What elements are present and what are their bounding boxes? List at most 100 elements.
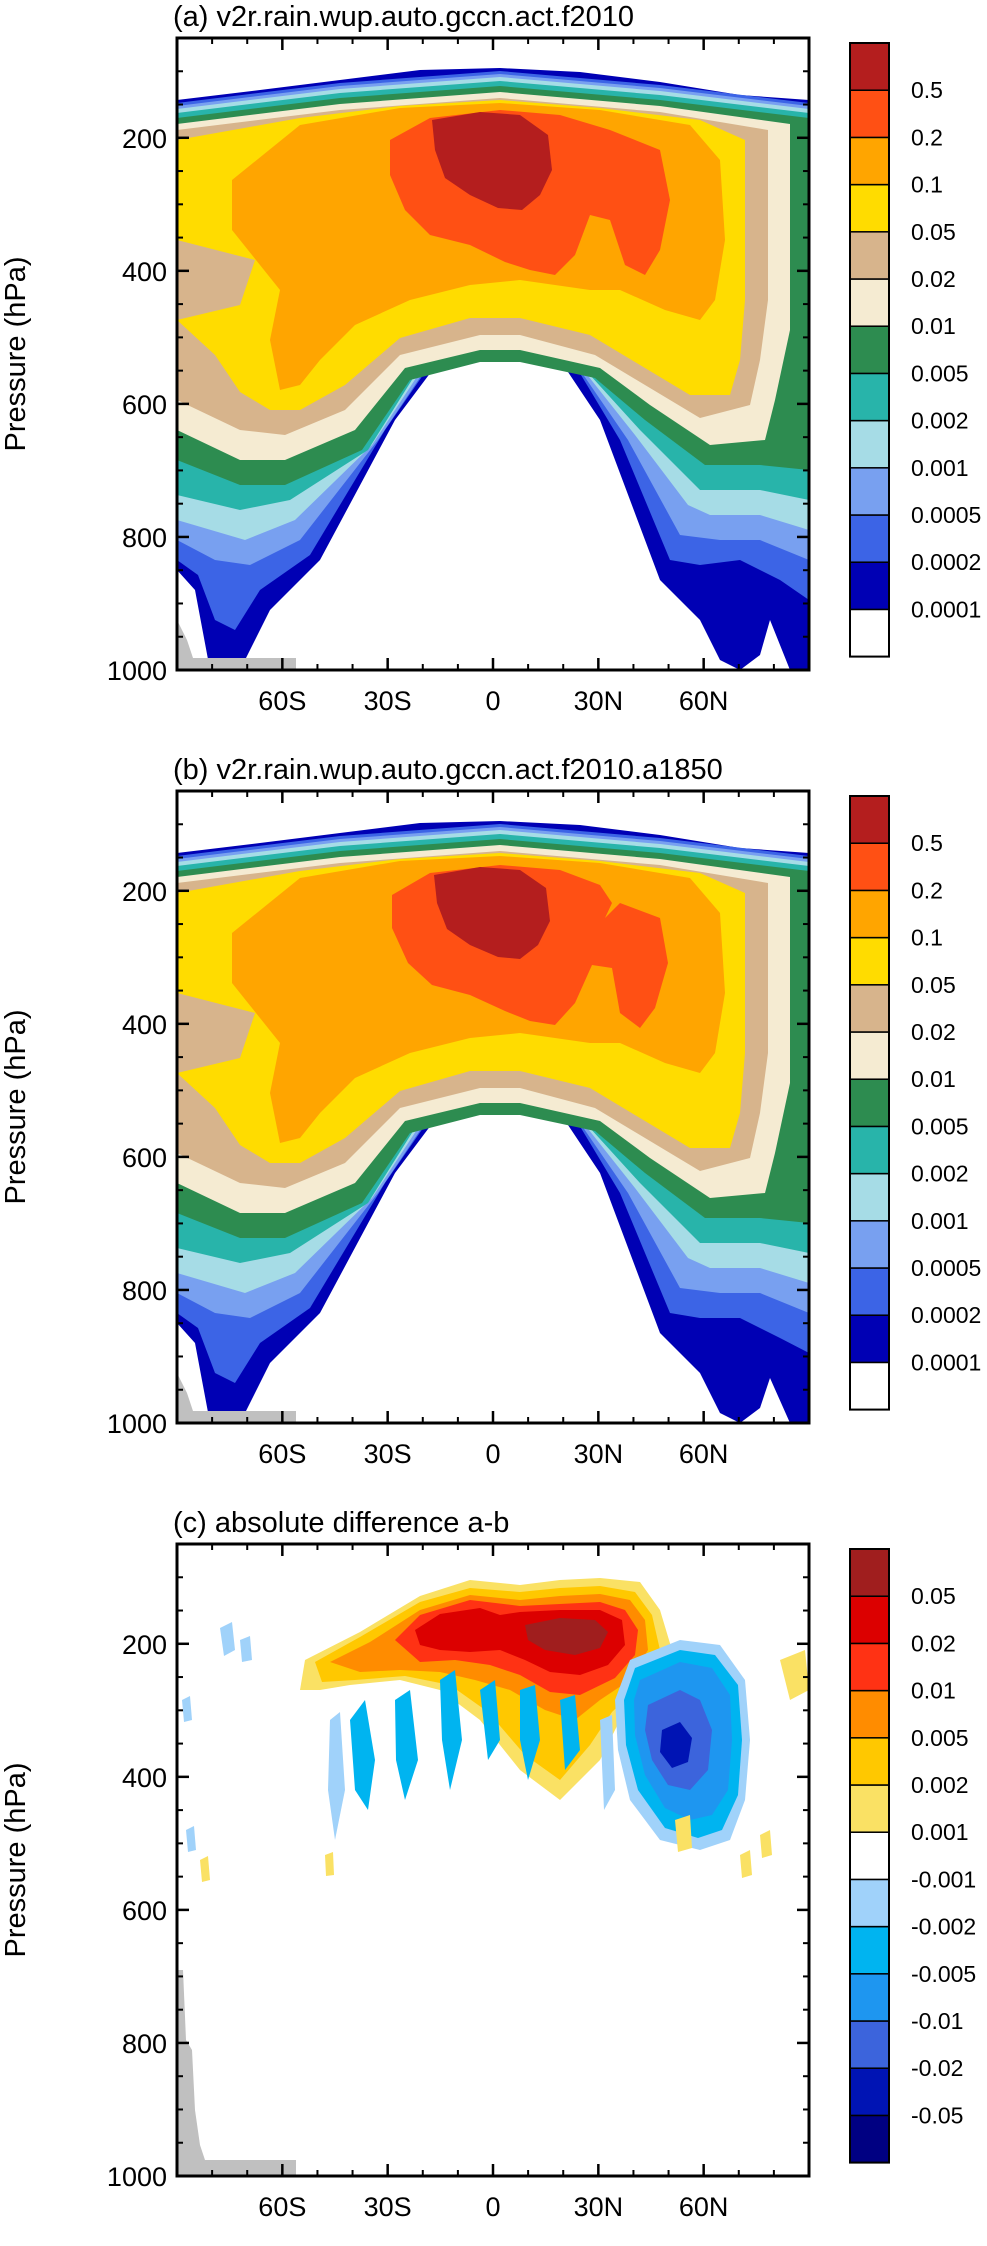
colorbar-label: 0.2: [911, 124, 943, 150]
x-tick-label: 60N: [679, 686, 729, 716]
colorbar-label: 0.5: [911, 830, 943, 856]
x-tick-label: 60N: [679, 2192, 729, 2222]
colorbar-box: [849, 1737, 890, 1786]
panel-b-missing: [177, 1373, 296, 1423]
panel-b-title: (b) v2r.rain.wup.auto.gccn.act.f2010.a18…: [173, 754, 723, 786]
panel-a-colorbar: 0.5 0.2 0.1 0.05 0.02 0.01 0.005 0.002 0.001 0.00…: [849, 42, 981, 658]
colorbar-label: 0.0002: [911, 549, 981, 575]
colorbar-box: [849, 984, 890, 1033]
colorbar-box: [849, 1125, 890, 1175]
panel-a-title: (a) v2r.rain.wup.auto.gccn.act.f2010: [173, 1, 634, 33]
panel-c-field: [177, 1544, 809, 2176]
panel-a-axes: 200 400 600 800 1000 60S 30S 0 30N 60N: [107, 38, 809, 716]
colorbar-label: 0.01: [911, 1678, 956, 1704]
colorbar-label: 0.05: [911, 972, 956, 998]
colorbar-box: [849, 372, 890, 422]
colorbar-label: 0.005: [911, 360, 969, 386]
colorbar-label: 0.02: [911, 266, 956, 292]
x-tick-label: 60S: [258, 2192, 306, 2222]
x-tick-label: 30N: [574, 686, 624, 716]
colorbar-label: 0.05: [911, 219, 956, 245]
y-tick-label: 1000: [107, 656, 167, 686]
panel-b-ylabel: Pressure (hPa): [0, 1009, 32, 1204]
colorbar-label: -0.005: [911, 1961, 976, 1987]
colorbar-label: 0.05: [911, 1583, 956, 1609]
panel-a-level-5e-1: [432, 112, 552, 210]
panel-b-level-5e-1: [434, 867, 550, 959]
colorbar-box: [849, 89, 890, 139]
colorbar-box: [849, 608, 890, 658]
y-tick-label: 200: [122, 124, 167, 154]
colorbar-label: 0.01: [911, 313, 956, 339]
panel-c-yellow-specks: [200, 1650, 809, 1882]
colorbar-box: [849, 467, 890, 516]
colorbar-box: [849, 1548, 890, 1597]
y-tick-label: 400: [122, 257, 167, 287]
colorbar-box: [849, 1031, 890, 1080]
panel-c-pos-0.05: [525, 1618, 608, 1655]
y-tick-label: 800: [122, 1276, 167, 1306]
colorbar-label: -0.002: [911, 1914, 976, 1940]
panel-b: (b) v2r.rain.wup.auto.gccn.act.f2010.a18…: [0, 754, 981, 1469]
colorbar-box: [849, 936, 890, 986]
colorbar-label: 0.01: [911, 1066, 956, 1092]
colorbar-box: [849, 136, 890, 186]
y-tick-label: 800: [122, 523, 167, 553]
colorbar-label: 0.2: [911, 877, 943, 903]
y-tick-label: 400: [122, 1763, 167, 1793]
panel-b-colorbar: 0.5 0.2 0.1 0.05 0.02 0.01 0.005 0.002 0.001 0.00…: [849, 795, 981, 1411]
colorbar-label: 0.001: [911, 1819, 969, 1845]
panel-b-axes: 200 400 600 800 1000 60S 30S 0 30N 60N: [107, 791, 809, 1469]
colorbar-box: [849, 2067, 890, 2117]
x-tick-label: 60N: [679, 1439, 729, 1469]
colorbar-label: 0.02: [911, 1630, 956, 1656]
colorbar-label: 0.0001: [911, 596, 981, 622]
y-tick-label: 400: [122, 1010, 167, 1040]
x-tick-label: 30N: [574, 2192, 624, 2222]
panel-c-neg-0.02: [660, 1722, 692, 1768]
colorbar-label: -0.05: [911, 2102, 963, 2128]
colorbar-box: [849, 889, 890, 939]
colorbar-label: -0.01: [911, 2008, 963, 2034]
panel-c-ylabel: Pressure (hPa): [0, 1762, 32, 1957]
x-tick-label: 30S: [364, 2192, 412, 2222]
colorbar-box: [849, 1784, 890, 1833]
colorbar-label: 0.1: [911, 925, 943, 951]
x-tick-label: 0: [485, 686, 500, 716]
colorbar-label: 0.001: [911, 1208, 969, 1234]
colorbar-box: [849, 325, 890, 375]
panel-c-missing: [177, 1970, 296, 2176]
x-tick-label: 30S: [364, 1439, 412, 1469]
colorbar-box: [849, 2114, 890, 2164]
x-tick-label: 30S: [364, 686, 412, 716]
colorbar-label: 0.02: [911, 1019, 956, 1045]
colorbar-box: [849, 514, 890, 563]
x-tick-label: 0: [485, 2192, 500, 2222]
panel-c-colorbar: 0.05 0.02 0.01 0.005 0.002 0.001 -0.001 -0.002 -…: [849, 1548, 976, 2164]
x-tick-label: 60S: [258, 1439, 306, 1469]
colorbar-box: [849, 1220, 890, 1269]
colorbar-box: [849, 1689, 890, 1739]
colorbar-box: [849, 2020, 890, 2069]
colorbar-box: [849, 1642, 890, 1692]
x-tick-label: 60S: [258, 686, 306, 716]
panel-c: (c) absolute difference a-b Pressure (hP…: [0, 1507, 976, 2222]
colorbar-label: 0.0002: [911, 1302, 981, 1328]
panel-c-light-streaks: [182, 1622, 615, 1852]
colorbar-frame: [849, 795, 890, 1411]
y-tick-label: 1000: [107, 1409, 167, 1439]
colorbar-label: 0.005: [911, 1113, 969, 1139]
colorbar-box: [849, 231, 890, 280]
colorbar-box: [849, 1267, 890, 1316]
y-tick-label: 600: [122, 1896, 167, 1926]
colorbar-box: [849, 1172, 890, 1222]
colorbar-frame: [849, 42, 890, 658]
colorbar-box: [849, 1925, 890, 1975]
colorbar-box: [849, 42, 890, 91]
colorbar-box: [849, 1831, 890, 1881]
y-tick-label: 1000: [107, 2162, 167, 2192]
y-tick-label: 200: [122, 877, 167, 907]
panel-a-missing: [177, 620, 296, 670]
colorbar-box: [849, 419, 890, 469]
